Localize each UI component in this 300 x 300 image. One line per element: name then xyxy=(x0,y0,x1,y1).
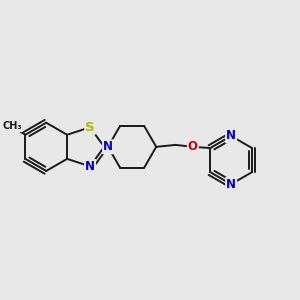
Text: N: N xyxy=(103,140,113,153)
Text: N: N xyxy=(226,130,236,142)
Text: S: S xyxy=(85,121,95,134)
Text: O: O xyxy=(188,140,198,153)
Text: N: N xyxy=(85,160,95,173)
Text: N: N xyxy=(226,178,236,191)
Text: CH₃: CH₃ xyxy=(2,121,22,131)
